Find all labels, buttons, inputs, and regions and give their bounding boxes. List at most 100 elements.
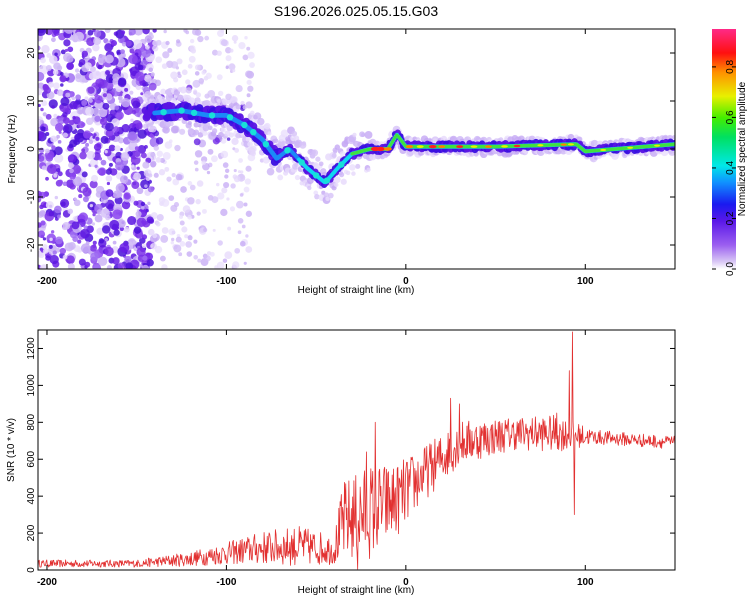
spectrogram-cell <box>291 130 298 137</box>
spectrogram-cell <box>266 167 275 176</box>
spectrogram-cell <box>170 240 175 245</box>
spectrogram-cell <box>131 109 137 115</box>
spectrogram-cell <box>158 169 166 176</box>
spectrogram-cell <box>73 199 81 207</box>
spectrogram-cell <box>59 75 67 83</box>
y-tick-label: 1000 <box>26 374 37 397</box>
spectrogram-cell <box>56 65 63 71</box>
spectrogram-cell <box>45 201 54 210</box>
y-tick-label: 0 <box>26 146 37 152</box>
spectrogram-cell <box>139 263 143 268</box>
spectrogram-cell <box>115 86 122 93</box>
spectrogram-cell <box>60 97 70 107</box>
spectrogram-cell <box>45 153 54 162</box>
spectrogram-cell <box>243 186 250 193</box>
spectrogram-cell <box>148 122 154 127</box>
spectrogram-cell <box>204 93 210 99</box>
spectrogram-cell <box>194 71 200 76</box>
spectrogram-cell <box>131 180 140 190</box>
spectrogram-cell <box>105 81 114 90</box>
spectrogram-cell <box>68 119 75 126</box>
spectrogram-cell <box>60 83 64 87</box>
spectrogram-cell <box>325 196 330 202</box>
spectrogram-cell <box>187 121 192 126</box>
spectrogram-cell <box>226 114 234 121</box>
spectrogram-cell <box>170 204 178 212</box>
spectrogram-cell <box>135 122 143 130</box>
spectrogram-cell <box>81 50 89 58</box>
spectrogram-cell <box>133 200 139 206</box>
spectrogram-cell <box>136 187 144 195</box>
spectrogram-cell <box>136 247 146 257</box>
spectrogram-cell <box>65 92 71 98</box>
spectrogram-cell <box>194 150 203 158</box>
spectrogram-cell <box>193 122 199 128</box>
spectrogram-cell <box>156 150 164 158</box>
spectrogram-cell <box>45 113 52 120</box>
spectrogram-cell <box>227 226 232 231</box>
spectrogram-cell <box>312 172 320 179</box>
spectrogram-x-ticks: -200 -100 0 100 <box>37 29 594 287</box>
spectrogram-cell <box>237 170 241 174</box>
spectrogram-cell <box>238 41 246 50</box>
spectrogram-cell <box>194 64 201 71</box>
spectrogram-cell <box>88 98 93 103</box>
spectrogram-cell <box>345 170 351 176</box>
spectrogram-cell <box>85 106 95 116</box>
spectrogram-cell <box>62 117 70 125</box>
spectrogram-cell <box>75 94 81 101</box>
spectrogram-cell <box>242 105 247 110</box>
spectrogram-cell <box>45 255 51 261</box>
spectrogram-cell <box>232 137 238 142</box>
spectrogram-cell <box>82 187 92 197</box>
spectrogram-cell <box>97 256 108 267</box>
spectrogram-cell <box>140 201 146 207</box>
spectrogram-cell <box>56 89 64 96</box>
spectrogram-cell <box>128 31 133 36</box>
spectrogram-cell <box>189 45 196 52</box>
spectrogram-cell <box>672 135 675 140</box>
spectrogram-cell <box>81 148 86 153</box>
spectrogram-cell <box>119 242 130 253</box>
spectrogram-cell <box>141 264 150 269</box>
spectrogram-cell <box>80 243 91 254</box>
spectrogram-cell <box>224 130 231 137</box>
y-tick-label: 10 <box>26 95 37 107</box>
spectrogram-cell <box>49 55 58 64</box>
spectrogram-cell <box>152 233 158 239</box>
spectrogram-cell <box>226 137 231 141</box>
spectrogram-cell <box>54 195 59 200</box>
spectrogram-cell <box>168 195 175 201</box>
spectrogram-cell <box>171 173 176 178</box>
spectrogram-cell <box>197 258 202 263</box>
spectrogram-cell <box>188 55 196 63</box>
spectrogram-cell <box>230 96 238 104</box>
spectrogram-cell <box>220 150 229 159</box>
spectrogram-cell <box>195 198 201 205</box>
spectrogram-cell <box>245 70 253 78</box>
x-tick-label: 100 <box>577 577 594 588</box>
spectrogram-cell <box>334 144 341 150</box>
spectrogram-cell <box>100 135 109 144</box>
spectrogram-cell <box>89 127 95 133</box>
spectrogram-cell <box>48 244 53 249</box>
spectrogram-cell <box>115 111 124 120</box>
spectrogram-cell <box>64 29 74 34</box>
spectrogram-cell <box>104 246 114 257</box>
spectrogram-cell <box>53 173 58 178</box>
spectrogram-cell <box>41 44 50 54</box>
spectrogram-cell <box>42 244 48 250</box>
spectrogram-cell <box>113 229 120 236</box>
spectrogram-cell <box>161 264 168 269</box>
spectrogram-cell <box>59 72 64 76</box>
spectrogram-cell <box>105 175 113 182</box>
colorbar-tick-label: 0.8 <box>725 60 736 74</box>
spectrogram-cell <box>163 29 167 34</box>
spectrogram-cell <box>155 137 164 145</box>
spectrogram-cell <box>66 55 74 63</box>
spectrogram-cell <box>104 199 115 210</box>
spectrogram-cell <box>234 148 240 153</box>
x-tick-label: 100 <box>577 276 594 287</box>
spectrogram-cell <box>127 131 136 140</box>
